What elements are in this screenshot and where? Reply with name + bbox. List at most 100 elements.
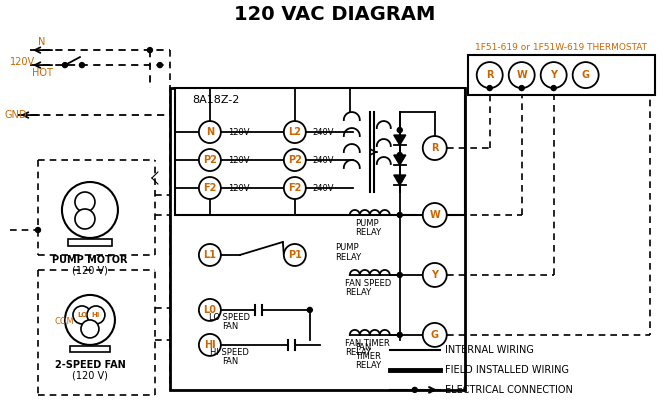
- Text: L1: L1: [204, 250, 216, 260]
- Circle shape: [199, 149, 221, 171]
- Circle shape: [147, 48, 152, 53]
- Text: GND: GND: [5, 110, 27, 120]
- Circle shape: [87, 306, 105, 324]
- Circle shape: [423, 136, 447, 160]
- Circle shape: [284, 177, 306, 199]
- Circle shape: [284, 121, 306, 143]
- Circle shape: [62, 62, 68, 67]
- Circle shape: [80, 62, 84, 67]
- Text: 120V: 120V: [228, 155, 249, 165]
- Text: PUMP MOTOR: PUMP MOTOR: [52, 255, 128, 265]
- Circle shape: [62, 182, 118, 238]
- Text: 240V: 240V: [313, 127, 334, 137]
- Text: P2: P2: [203, 155, 217, 165]
- Text: HI SPEED: HI SPEED: [210, 349, 249, 357]
- Text: R: R: [431, 143, 438, 153]
- Circle shape: [284, 244, 306, 266]
- Bar: [468, 55, 655, 95]
- Bar: [175, 88, 465, 215]
- Text: FIELD INSTALLED WIRING: FIELD INSTALLED WIRING: [445, 365, 569, 375]
- Circle shape: [541, 62, 567, 88]
- Text: 120V: 120V: [10, 57, 35, 67]
- Text: RELAY: RELAY: [355, 228, 381, 238]
- Text: HOT: HOT: [31, 68, 52, 78]
- Text: G: G: [582, 70, 590, 80]
- Circle shape: [199, 299, 221, 321]
- Text: N: N: [206, 127, 214, 137]
- Text: F2: F2: [288, 183, 302, 193]
- Circle shape: [397, 212, 402, 217]
- Text: ELECTRICAL CONNECTION: ELECTRICAL CONNECTION: [445, 385, 573, 395]
- Polygon shape: [394, 155, 406, 165]
- Text: G: G: [431, 330, 439, 340]
- Text: Y: Y: [550, 70, 557, 80]
- Text: PUMP: PUMP: [335, 243, 358, 253]
- Text: Y: Y: [431, 270, 438, 280]
- Polygon shape: [394, 175, 406, 185]
- Circle shape: [487, 85, 492, 91]
- Text: HI: HI: [204, 340, 216, 350]
- Circle shape: [423, 263, 447, 287]
- Text: 240V: 240V: [313, 155, 334, 165]
- Text: FAN: FAN: [355, 344, 371, 352]
- Circle shape: [199, 244, 221, 266]
- Text: L0: L0: [204, 305, 216, 315]
- Text: INTERNAL WIRING: INTERNAL WIRING: [445, 345, 533, 355]
- Circle shape: [397, 272, 402, 277]
- Text: FAN: FAN: [222, 323, 238, 331]
- Text: 2-SPEED FAN: 2-SPEED FAN: [54, 360, 125, 370]
- Circle shape: [551, 85, 556, 91]
- Text: 120 VAC DIAGRAM: 120 VAC DIAGRAM: [234, 5, 436, 23]
- Circle shape: [509, 62, 535, 88]
- Text: PUMP: PUMP: [355, 220, 379, 228]
- Circle shape: [397, 127, 402, 132]
- Circle shape: [284, 149, 306, 171]
- Polygon shape: [394, 135, 406, 145]
- Circle shape: [73, 306, 91, 324]
- Circle shape: [65, 295, 115, 345]
- Text: FAN: FAN: [222, 357, 238, 366]
- Bar: [170, 88, 465, 390]
- Text: (120 V): (120 V): [72, 371, 108, 381]
- Text: RELAY: RELAY: [345, 349, 371, 357]
- Circle shape: [157, 62, 162, 67]
- Text: RELAY: RELAY: [335, 253, 361, 262]
- Circle shape: [199, 334, 221, 356]
- Text: RELAY: RELAY: [355, 362, 381, 370]
- Circle shape: [397, 153, 402, 158]
- Text: FAN SPEED: FAN SPEED: [345, 279, 391, 288]
- Text: RELAY: RELAY: [345, 288, 371, 297]
- Circle shape: [477, 62, 502, 88]
- Circle shape: [199, 121, 221, 143]
- Circle shape: [573, 62, 599, 88]
- Text: COM: COM: [55, 318, 75, 326]
- Text: 120V: 120V: [228, 127, 249, 137]
- Text: 120V: 120V: [228, 184, 249, 192]
- Text: 1F51-619 or 1F51W-619 THERMOSTAT: 1F51-619 or 1F51W-619 THERMOSTAT: [474, 43, 647, 52]
- Circle shape: [75, 192, 95, 212]
- Circle shape: [36, 228, 40, 233]
- Text: LO: LO: [77, 312, 87, 318]
- Bar: [68, 239, 112, 246]
- Text: W: W: [517, 70, 527, 80]
- Circle shape: [199, 177, 221, 199]
- Circle shape: [75, 209, 95, 229]
- Text: W: W: [429, 210, 440, 220]
- Text: P2: P2: [288, 155, 302, 165]
- Text: FAN TIMER: FAN TIMER: [345, 339, 389, 349]
- Circle shape: [423, 323, 447, 347]
- Text: L2: L2: [288, 127, 302, 137]
- Text: 8A18Z-2: 8A18Z-2: [192, 95, 239, 105]
- Circle shape: [412, 388, 417, 392]
- Text: R: R: [486, 70, 494, 80]
- Circle shape: [397, 332, 402, 337]
- Text: N: N: [38, 37, 46, 47]
- Circle shape: [308, 308, 312, 313]
- Text: TIMER: TIMER: [355, 352, 381, 362]
- Circle shape: [397, 178, 402, 183]
- Text: F2: F2: [203, 183, 216, 193]
- Circle shape: [519, 85, 524, 91]
- Bar: [70, 346, 110, 352]
- Circle shape: [81, 320, 99, 338]
- Text: (120 V): (120 V): [72, 266, 108, 276]
